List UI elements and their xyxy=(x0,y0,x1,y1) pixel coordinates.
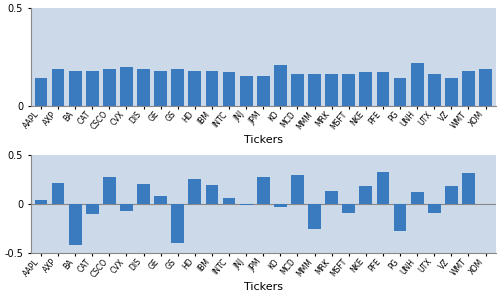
Bar xyxy=(325,191,338,204)
Bar xyxy=(188,179,202,204)
Bar xyxy=(120,204,133,211)
Bar xyxy=(428,204,440,213)
Bar xyxy=(120,67,133,106)
Bar xyxy=(360,73,372,106)
Bar xyxy=(137,69,150,106)
Bar xyxy=(68,70,82,106)
Bar xyxy=(462,173,475,204)
Bar xyxy=(342,74,355,106)
Bar xyxy=(274,204,287,207)
Bar xyxy=(274,65,287,106)
Bar xyxy=(172,204,184,243)
Bar xyxy=(222,73,235,106)
Bar xyxy=(411,192,424,204)
Bar xyxy=(172,69,184,106)
Bar xyxy=(52,69,64,106)
Bar xyxy=(103,69,116,106)
Bar xyxy=(154,70,167,106)
Bar xyxy=(68,204,82,245)
Bar xyxy=(411,63,424,106)
Bar xyxy=(462,70,475,106)
Bar xyxy=(394,204,406,231)
Bar xyxy=(394,78,406,106)
Bar xyxy=(325,74,338,106)
Bar xyxy=(103,177,116,204)
Bar xyxy=(137,184,150,204)
Bar xyxy=(445,186,458,204)
Bar xyxy=(52,183,64,204)
Bar xyxy=(291,74,304,106)
Bar xyxy=(257,177,270,204)
Bar xyxy=(308,204,321,229)
Bar xyxy=(479,69,492,106)
Bar xyxy=(34,200,48,204)
Bar xyxy=(342,204,355,213)
Bar xyxy=(376,73,390,106)
Bar xyxy=(428,74,440,106)
Bar xyxy=(240,76,252,106)
Bar xyxy=(240,204,252,205)
X-axis label: Tickers: Tickers xyxy=(244,282,283,292)
Bar xyxy=(445,78,458,106)
Bar xyxy=(376,172,390,204)
Bar xyxy=(154,197,167,204)
Bar xyxy=(34,78,48,106)
Bar xyxy=(206,70,218,106)
Bar xyxy=(360,186,372,204)
Bar xyxy=(257,76,270,106)
Bar xyxy=(86,70,99,106)
Bar xyxy=(188,70,202,106)
Bar xyxy=(86,204,99,214)
Bar xyxy=(222,198,235,204)
Bar xyxy=(206,185,218,204)
Bar xyxy=(291,175,304,204)
X-axis label: Tickers: Tickers xyxy=(244,134,283,144)
Bar xyxy=(308,74,321,106)
